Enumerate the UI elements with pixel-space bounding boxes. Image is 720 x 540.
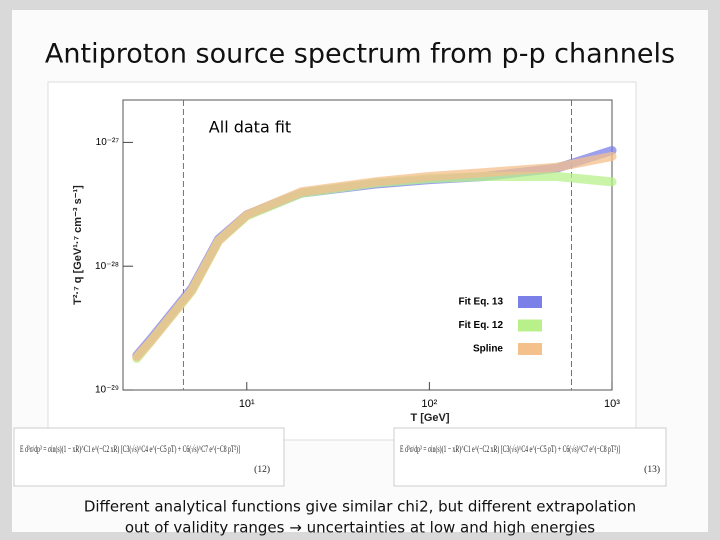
x-tick-label: 10¹ [239, 398, 255, 410]
y-tick-label: 10⁻²⁹ [95, 385, 119, 396]
equation-number: (12) [254, 464, 270, 475]
slide-title: Antiproton source spectrum from p-p chan… [45, 39, 675, 70]
equation: E d³σ/dp³ = σin(s)(1 − xR)^C1 e^(−C2 xR)… [20, 444, 240, 455]
legend-label: Spline [473, 344, 503, 355]
chart-title: All data fit [209, 118, 291, 137]
y-tick-label: 10⁻²⁷ [96, 137, 120, 148]
series-band [132, 151, 617, 362]
legend-swatch [518, 296, 542, 308]
x-axis-label: T [GeV] [410, 412, 449, 424]
x-tick-label: 10³ [604, 398, 620, 410]
plot-frame [122, 99, 613, 391]
equation-box [393, 427, 667, 487]
legend-label: Fit Eq. 12 [459, 320, 504, 331]
legend-swatch [518, 343, 542, 355]
equation-box [13, 427, 285, 487]
y-tick-label: 10⁻²⁸ [95, 261, 119, 272]
equation-number: (13) [644, 464, 660, 475]
legend-swatch [518, 319, 542, 332]
caption-line: Different analytical functions give simi… [84, 498, 636, 516]
chart-image [47, 81, 637, 441]
y-axis-label: T²·⁷ q [GeV¹·⁷ cm⁻³ s⁻¹] [72, 185, 84, 305]
legend-label: Fit Eq. 13 [459, 297, 504, 308]
equation: E d³σ/dp³ = σin(s)(1 − xR)^C1 e^(−C2 xR)… [400, 444, 620, 455]
caption-line: out of validity ranges → uncertainties a… [125, 519, 595, 537]
x-tick-label: 10² [421, 398, 437, 410]
